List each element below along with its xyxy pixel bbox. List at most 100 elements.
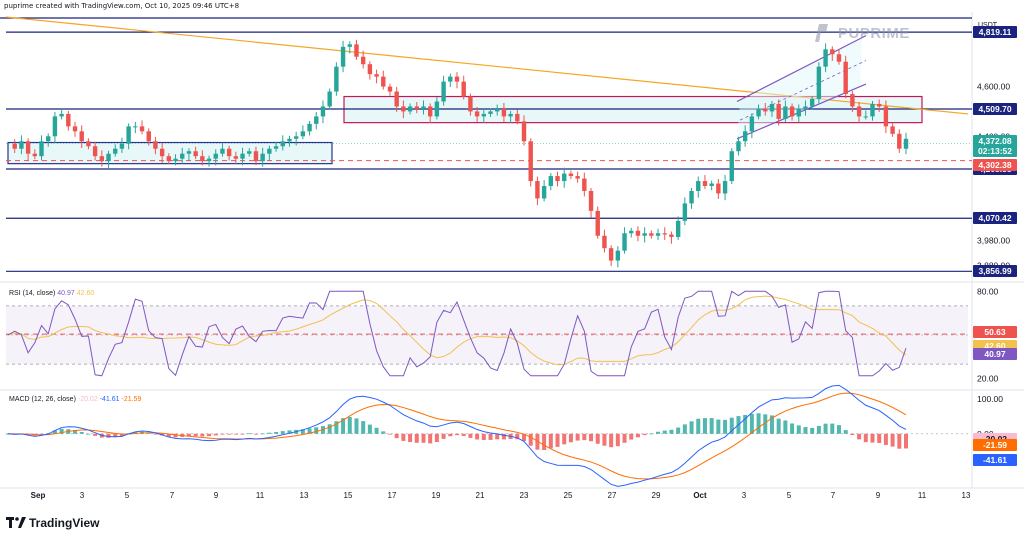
x-tick-label: 5: [125, 491, 130, 500]
macd-histogram-bar: [629, 433, 634, 440]
candle-body: [72, 126, 78, 132]
currency-label: USDT: [978, 22, 997, 29]
candle-body: [836, 54, 842, 62]
macd-histogram-bar: [602, 433, 607, 446]
candle-body: [280, 141, 285, 147]
candle-body: [515, 113, 520, 122]
macd-histogram-bar: [622, 433, 627, 443]
macd-histogram-bar: [756, 413, 761, 434]
macd-title-text: MACD (12, 26, close): [9, 396, 76, 403]
tradingview-logo-icon: [6, 517, 26, 528]
macd-histogram-bar: [52, 430, 57, 434]
candle-body: [709, 183, 714, 187]
macd-histogram-bar: [421, 433, 426, 443]
candle-body: [796, 108, 801, 117]
macd-histogram-bar: [334, 421, 339, 434]
candle-body: [407, 106, 413, 112]
candle-body: [689, 190, 694, 204]
macd-histogram-bar: [635, 433, 640, 438]
macd-histogram-bar: [810, 427, 815, 434]
candle-body: [870, 103, 875, 117]
macd-histogram-bar: [448, 433, 453, 437]
macd-histogram-bar: [39, 433, 44, 435]
candle-body: [468, 96, 473, 112]
candle-body: [267, 148, 272, 154]
candle-body: [25, 141, 31, 154]
macd-histogram-bar: [595, 433, 600, 444]
macd-histogram-bar: [367, 424, 372, 434]
macd-histogram-bar: [676, 427, 681, 434]
macd-histogram-bar: [280, 431, 285, 434]
macd-histogram-bar: [173, 433, 178, 438]
macd-histogram-bar: [682, 424, 687, 434]
channel-upper-line: [736, 35, 867, 103]
macd-histogram-bar: [461, 433, 466, 436]
price-axis-label: 4,600.00: [977, 82, 1010, 92]
candle-body: [508, 113, 513, 117]
macd-histogram-bar: [729, 417, 734, 434]
x-tick-label: 3: [80, 491, 85, 500]
x-tick-label: 29: [652, 491, 661, 500]
candle-body: [575, 176, 580, 179]
macd-histogram-bar: [247, 433, 252, 435]
level-price-tag: 3,856.99: [973, 265, 1017, 278]
candle-body: [79, 131, 84, 142]
candle-body: [588, 190, 594, 211]
macd-histogram-bar: [769, 415, 774, 434]
candle-body: [414, 106, 419, 109]
candle-body: [200, 156, 205, 162]
macd-hist-value: -20.02: [77, 396, 98, 403]
candle-body: [434, 101, 440, 117]
macd-histogram-bar: [642, 433, 647, 436]
macd-histogram-bar: [441, 433, 446, 439]
x-tick-label: 21: [476, 491, 485, 500]
macd-histogram-bar: [542, 433, 547, 451]
candle-body: [501, 108, 507, 117]
candle-body: [327, 91, 332, 107]
candle-body: [119, 143, 125, 149]
macd-histogram-bar: [267, 432, 272, 434]
candle-body: [763, 108, 768, 112]
candle-body: [19, 141, 24, 149]
channel-fill: [737, 36, 862, 139]
candle-body: [729, 151, 734, 182]
macd-histogram-bar: [649, 433, 654, 435]
candle-body: [568, 173, 574, 177]
rsi-line: [7, 290, 907, 377]
candle-body: [816, 66, 822, 100]
macd-histogram-bar: [836, 425, 841, 434]
rsi-axis-label: 80.00: [977, 286, 999, 296]
macd-histogram-bar: [401, 433, 406, 441]
macd-histogram-bar: [408, 433, 413, 443]
candle-body: [783, 106, 788, 119]
macd-histogram-bar: [93, 433, 98, 436]
x-tick-label: 9: [214, 491, 219, 500]
candle-body: [133, 126, 138, 128]
price-axis-label: 3,980.00: [977, 236, 1010, 246]
macd-histogram-bar: [79, 431, 84, 434]
candle-body: [106, 153, 111, 162]
candle-body: [354, 44, 359, 57]
candle-body: [139, 126, 145, 132]
x-tick-label: 3: [742, 491, 747, 500]
candle-body: [146, 131, 151, 142]
x-tick-label: 11: [918, 491, 927, 500]
macd-histogram-bar: [843, 430, 848, 434]
candle-body: [206, 158, 212, 162]
candle-body: [307, 123, 312, 132]
macd-histogram-bar: [877, 433, 882, 443]
brand-text: PUPRIME: [838, 24, 910, 42]
candle-body: [347, 44, 352, 47]
macd-histogram-bar: [575, 433, 580, 441]
macd-histogram-bar: [220, 433, 225, 435]
macd-histogram-bar: [381, 431, 386, 434]
candle-body: [260, 153, 265, 162]
macd-histogram-bar: [327, 424, 332, 434]
candle-body: [340, 46, 346, 67]
candle-body: [541, 186, 547, 199]
candle-body: [635, 230, 641, 236]
macd-histogram-bar: [106, 433, 111, 438]
macd-title: MACD (12, 26, close) -20.02 -41.61 -21.5…: [9, 396, 141, 403]
macd-line: [7, 384, 907, 487]
